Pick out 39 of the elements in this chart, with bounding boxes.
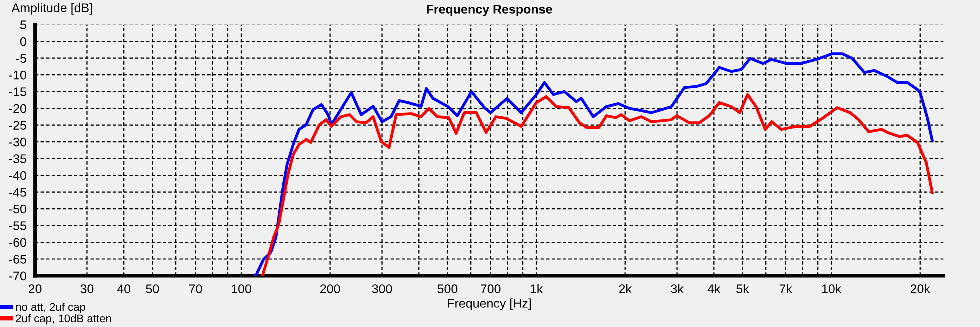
y-axis-title: Amplitude [dB] [12, 3, 92, 15]
x-tick-label: 50 [146, 284, 160, 294]
y-tick-label: -55 [9, 222, 26, 230]
x-tick-label: 20k [910, 284, 930, 294]
y-tick-label: -25 [9, 121, 26, 130]
y-tick-label: -20 [9, 104, 26, 114]
x-tick-label: 2k [619, 284, 632, 294]
x-tick-label: 500 [438, 284, 458, 294]
y-tick-label: -70 [9, 272, 26, 281]
y-tick-label: -35 [9, 154, 26, 164]
y-tick-label: -10 [9, 70, 26, 80]
y-tick-label: -5 [16, 54, 26, 63]
y-tick-label: -60 [9, 238, 26, 248]
x-tick-label: 200 [320, 284, 340, 294]
x-tick-label: 700 [481, 284, 501, 294]
x-tick-label: 5k [736, 284, 750, 294]
x-tick-label: 30 [80, 284, 94, 294]
x-tick-label: 100 [232, 284, 252, 294]
y-tick-label: 5 [20, 20, 26, 30]
y-tick-label: -30 [9, 138, 26, 147]
y-tick-label: -40 [9, 171, 26, 180]
chart-title: Frequency Response [427, 5, 552, 16]
x-tick-label: 10k [822, 284, 842, 294]
x-tick-label: 40 [117, 284, 131, 294]
y-tick-label: -50 [9, 204, 26, 214]
y-tick-label: 0 [20, 37, 26, 46]
y-tick-label: -45 [9, 188, 26, 197]
x-tick-label: 300 [372, 284, 392, 294]
y-tick-label: -15 [9, 88, 26, 96]
x-tick-label: 70 [189, 284, 202, 294]
x-axis-title: Frequency [Hz] [448, 298, 531, 310]
y-tick-label: -65 [9, 255, 26, 264]
x-tick-label: 7k [780, 284, 792, 294]
x-tick-label: 20 [28, 284, 42, 294]
x-tick-label: 4k [708, 284, 721, 294]
x-tick-label: 1k [530, 284, 544, 294]
x-tick-label: 3k [671, 284, 684, 294]
legend-label: no att, 2uf cap [16, 302, 86, 314]
legend-label: 2uf cap, 10dB atten [16, 314, 112, 325]
